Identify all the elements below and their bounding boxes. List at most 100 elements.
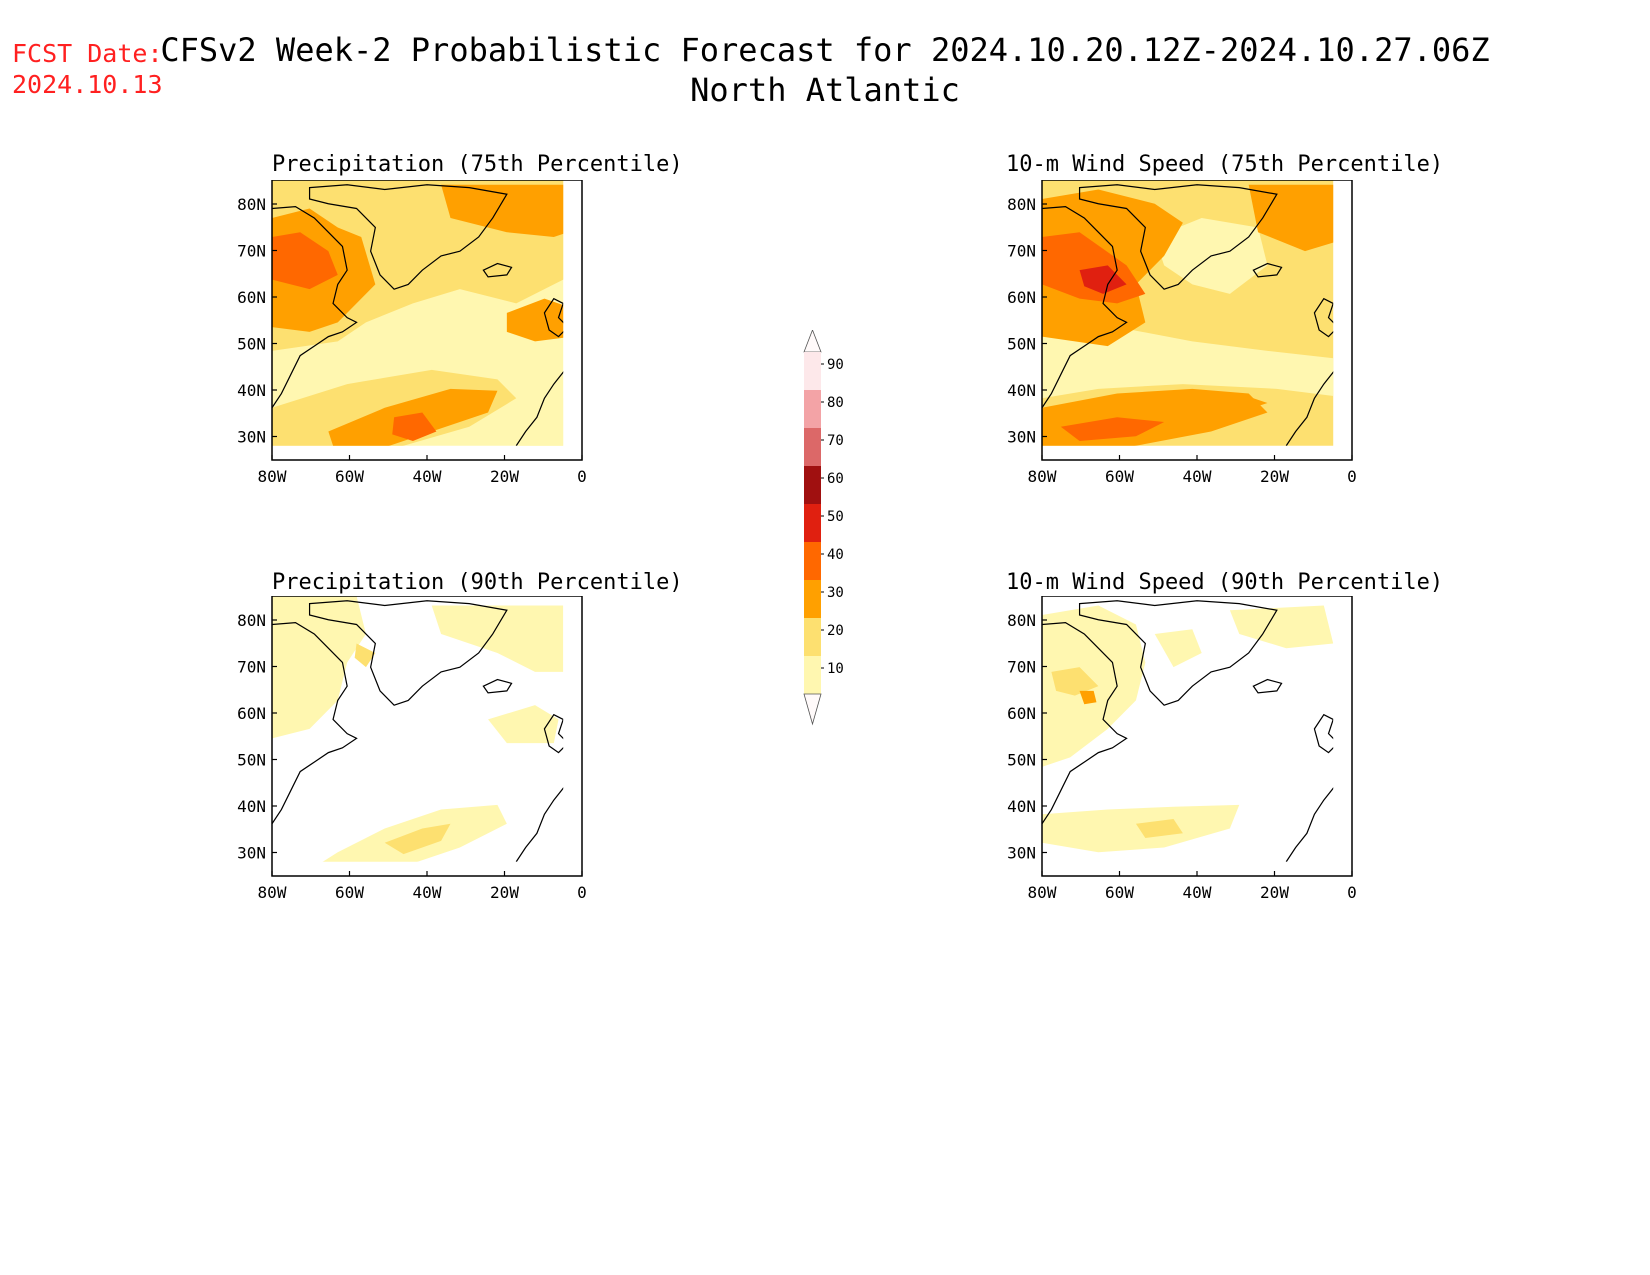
shading-region: [1042, 327, 1334, 399]
coastline: [1042, 621, 1128, 825]
shading-region: [1060, 417, 1165, 442]
coastline: [1285, 371, 1334, 446]
colorbar-swatch: [804, 618, 821, 656]
shading-region: [1079, 265, 1127, 294]
colorbar-top-cap: [803, 330, 822, 353]
lat-label: 60N: [237, 288, 266, 307]
colorbar-swatch: [804, 580, 821, 618]
coastline: [543, 713, 564, 754]
lon-label: 80W: [1028, 467, 1057, 486]
coastline: [1042, 205, 1128, 409]
coastline: [1313, 297, 1334, 338]
shading-region: [1135, 819, 1183, 839]
shading-region: [518, 398, 564, 446]
lat-label: 70N: [1007, 658, 1036, 677]
colorbar-bottom-cap: [803, 693, 822, 726]
shading-region: [441, 184, 564, 237]
precip90-map: 80N 70N 60N 50N 40N 30N 80W 60W 40W 20W 0: [237, 596, 587, 902]
lat-label: 70N: [237, 242, 266, 261]
coastline: [1313, 713, 1334, 754]
colorbar-swatch: [804, 656, 821, 694]
coastline: [571, 800, 582, 814]
lon-label: 0: [1347, 467, 1357, 486]
panel-title-wind90: 10-m Wind Speed (90th Percentile): [1006, 570, 1444, 595]
coastline: [1252, 262, 1283, 278]
lat-label: 60N: [237, 704, 266, 723]
lat-label: 40N: [1007, 797, 1036, 816]
lat-label: 80N: [237, 195, 266, 214]
wind90-map: 80N 70N 60N 50N 40N 30N 80W 60W 40W 20W 0: [1007, 596, 1357, 902]
forecast-date-value: 2024.10.13: [12, 70, 163, 99]
panel-title-wind75: 10-m Wind Speed (75th Percentile): [1006, 152, 1444, 177]
lon-label: 20W: [1260, 467, 1289, 486]
coastline: [571, 384, 582, 398]
lat-label: 60N: [1007, 704, 1036, 723]
lat-label: 80N: [237, 611, 266, 630]
lon-label: 80W: [1028, 883, 1057, 902]
lat-label: 80N: [1007, 195, 1036, 214]
lon-label: 40W: [1183, 883, 1212, 902]
lon-label: 80W: [258, 883, 287, 902]
colorbar-swatch: [804, 352, 821, 390]
lon-label: 0: [577, 467, 587, 486]
coastline: [515, 371, 564, 446]
shading-region: [354, 643, 376, 668]
coastline: [272, 621, 358, 825]
colorbar-label: 20: [827, 623, 844, 639]
shading-region: [431, 605, 564, 672]
lon-label: 80W: [258, 467, 287, 486]
lon-label: 60W: [335, 883, 364, 902]
lon-label: 0: [577, 883, 587, 902]
colorbar-label: 90: [827, 357, 844, 373]
lat-label: 40N: [1007, 381, 1036, 400]
lon-label: 40W: [413, 883, 442, 902]
shading-region: [392, 412, 437, 442]
shading-region: [488, 705, 559, 744]
lon-label: 40W: [413, 467, 442, 486]
wind75-map: 80N 70N 60N 50N 40N 30N 80W 60W 40W 20W 0: [1007, 180, 1357, 486]
lat-label: 70N: [1007, 242, 1036, 261]
lon-label: 60W: [1105, 467, 1134, 486]
coastline: [1341, 384, 1352, 398]
lon-label: 0: [1347, 883, 1357, 902]
precip75-map: 80N 70N 60N 50N 40N 30N 80W 60W 40W 20W 0: [237, 180, 587, 486]
shading-region: [1201, 393, 1268, 416]
coastline: [308, 600, 508, 706]
shading-region: [1079, 690, 1097, 705]
lat-label: 40N: [237, 381, 266, 400]
lat-label: 80N: [1007, 611, 1036, 630]
shading-region: [1154, 629, 1202, 668]
lat-label: 50N: [1007, 751, 1036, 770]
lon-label: 40W: [1183, 467, 1212, 486]
shading-region: [272, 232, 338, 290]
colorbar-label: 80: [827, 395, 844, 411]
lon-label: 60W: [1105, 883, 1134, 902]
coastline: [1252, 678, 1283, 694]
colorbar-label: 30: [827, 585, 844, 601]
lat-label: 30N: [237, 844, 266, 863]
colorbar-label: 50: [827, 509, 844, 525]
colorbar-label: 40: [827, 547, 844, 563]
shading-region: [1051, 667, 1099, 696]
shading-region: [384, 823, 451, 855]
lat-label: 30N: [237, 428, 266, 447]
colorbar-label: 60: [827, 471, 844, 487]
lon-label: 20W: [490, 883, 519, 902]
colorbar-swatch: [804, 504, 821, 542]
lon-label: 60W: [335, 467, 364, 486]
main-title: CFSv2 Week-2 Probabilistic Forecast for …: [160, 31, 1490, 69]
colorbar-swatch: [804, 390, 821, 428]
forecast-date: FCST Date: 2024.10.13: [12, 38, 163, 100]
panel-title-precip90: Precipitation (90th Percentile): [272, 570, 683, 595]
colorbar-legend: 90 80 70 60 50 40 30 20 10: [803, 330, 844, 726]
lat-label: 30N: [1007, 428, 1036, 447]
coastline: [515, 787, 564, 862]
lat-label: 30N: [1007, 844, 1036, 863]
lat-label: 50N: [237, 335, 266, 354]
region-subtitle: North Atlantic: [690, 71, 960, 109]
forecast-date-label: FCST Date:: [12, 39, 163, 68]
coastline: [1285, 787, 1334, 862]
lon-label: 20W: [490, 467, 519, 486]
colorbar-label: 10: [827, 661, 844, 677]
coastline: [1078, 600, 1278, 706]
